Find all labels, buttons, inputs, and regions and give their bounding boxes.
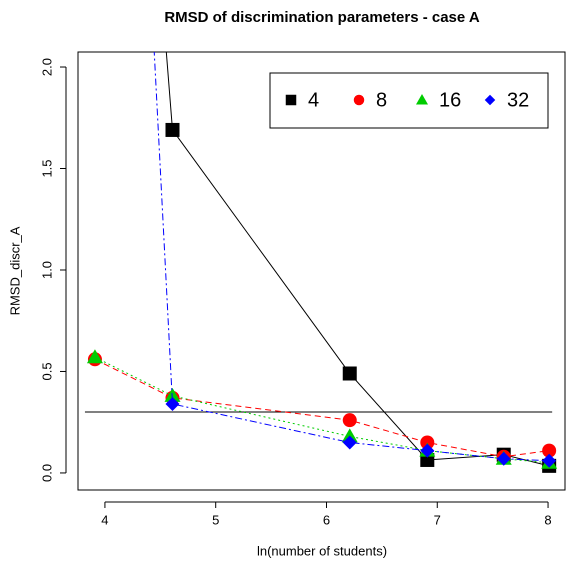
y-tick-label: 1.0 — [39, 261, 54, 279]
y-tick-label: 0.0 — [39, 464, 54, 482]
marker — [86, 349, 103, 364]
plot-box — [77, 51, 566, 491]
marker — [341, 428, 358, 443]
legend-entry: 16 — [416, 89, 461, 111]
x-tick-label: 5 — [212, 512, 219, 527]
y-tick-label: 2.0 — [39, 58, 54, 76]
x-tick-label: 4 — [101, 512, 108, 527]
legend-marker — [285, 94, 297, 106]
x-axis-label: ln(number of students) — [257, 543, 387, 558]
series-line — [165, 52, 550, 467]
y-tick-label: 0.5 — [39, 362, 54, 380]
legend-entry: 4 — [285, 89, 319, 111]
legend-marker — [353, 94, 365, 106]
marker — [165, 396, 180, 411]
x-tick-label: 8 — [544, 512, 551, 527]
chart-title: RMSD of discrimination parameters - case… — [164, 9, 480, 26]
marker — [342, 366, 357, 381]
marker — [342, 413, 357, 428]
marker — [342, 435, 357, 450]
y-axis-label: RMSD_discr_A — [7, 226, 22, 315]
legend-marker — [484, 94, 496, 106]
x-tick-label: 7 — [434, 512, 441, 527]
legend-box — [269, 72, 549, 129]
marker — [165, 122, 180, 137]
legend-label: 16 — [439, 89, 461, 111]
y-tick-label: 1.5 — [39, 159, 54, 177]
legend-marker — [416, 94, 428, 105]
legend-label: 4 — [308, 89, 319, 111]
marker — [496, 451, 511, 466]
x-tick-label: 6 — [323, 512, 330, 527]
legend-label: 8 — [376, 89, 387, 111]
marker — [420, 443, 435, 458]
marker — [542, 453, 557, 468]
marker — [542, 443, 557, 458]
series-line — [94, 356, 550, 464]
legend-entry: 32 — [484, 89, 529, 111]
marker — [420, 435, 435, 450]
series-line — [153, 52, 550, 462]
legend-label: 32 — [507, 89, 529, 111]
plot-area — [84, 52, 558, 473]
legend-entry: 8 — [353, 89, 387, 111]
series-line — [94, 358, 550, 458]
